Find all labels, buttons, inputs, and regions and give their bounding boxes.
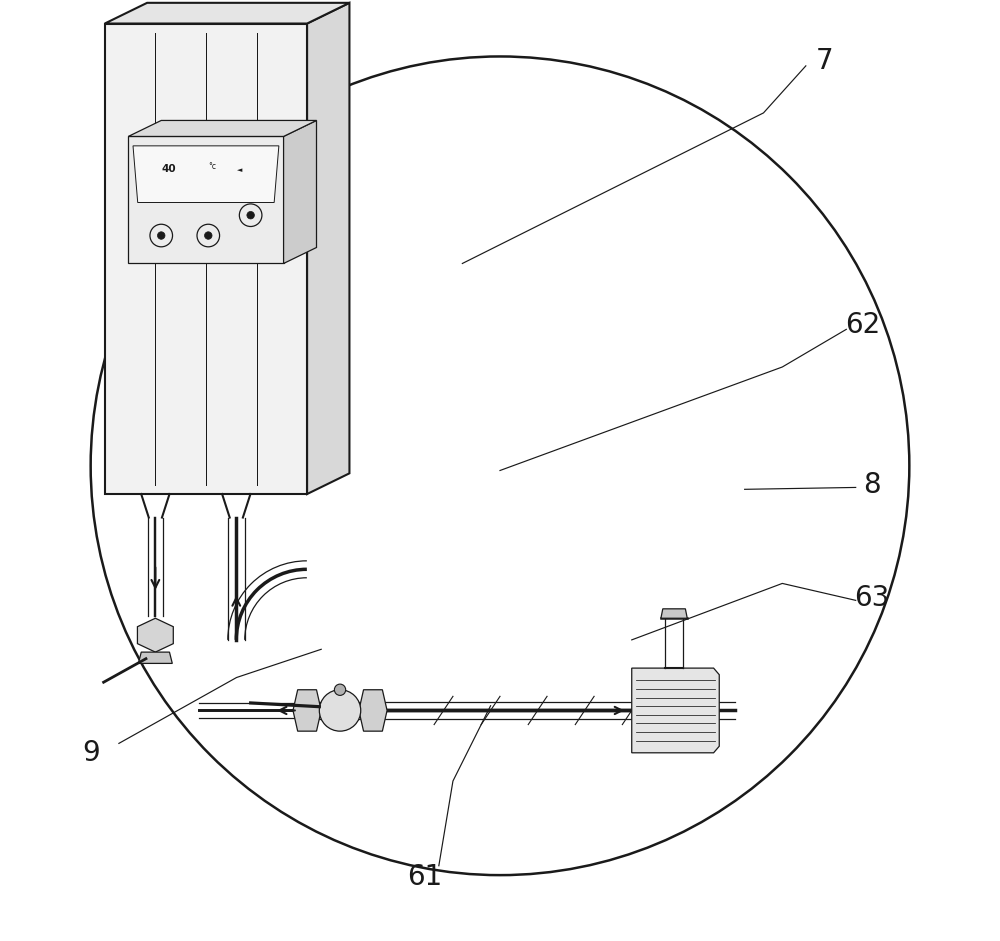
Polygon shape	[128, 120, 317, 136]
Polygon shape	[284, 120, 317, 263]
Text: 8: 8	[863, 470, 881, 499]
Text: 63: 63	[854, 583, 889, 612]
Text: 9: 9	[82, 739, 100, 767]
Text: 7: 7	[816, 47, 833, 75]
Text: 40: 40	[161, 164, 176, 174]
Circle shape	[247, 212, 254, 219]
Polygon shape	[307, 3, 349, 494]
Polygon shape	[137, 618, 173, 652]
Polygon shape	[128, 136, 284, 263]
Polygon shape	[293, 690, 321, 731]
Text: ◄: ◄	[237, 167, 242, 173]
Polygon shape	[133, 146, 279, 202]
Circle shape	[205, 231, 212, 239]
Polygon shape	[105, 24, 307, 494]
Polygon shape	[359, 690, 387, 731]
Text: 62: 62	[845, 311, 880, 339]
Polygon shape	[632, 668, 719, 753]
Polygon shape	[661, 609, 687, 618]
Circle shape	[157, 231, 165, 239]
Circle shape	[334, 684, 346, 695]
Polygon shape	[105, 3, 349, 24]
Polygon shape	[138, 652, 172, 663]
Text: °c: °c	[208, 163, 216, 171]
Text: 61: 61	[407, 863, 442, 891]
Circle shape	[319, 690, 361, 731]
